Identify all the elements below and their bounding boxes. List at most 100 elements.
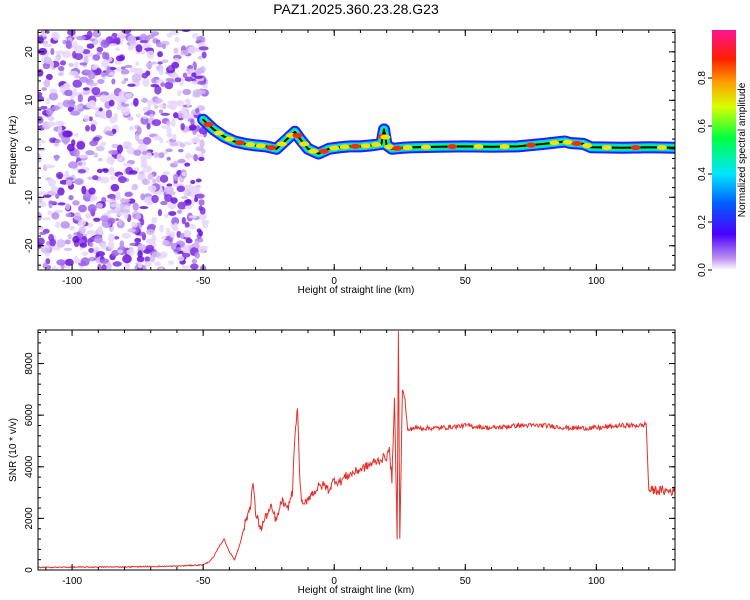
noise-blob [47,178,56,187]
noise-blob [127,45,134,51]
noise-blob [86,30,93,39]
noise-blob [99,94,108,103]
noise-blob [158,68,164,76]
noise-blob [128,170,138,175]
noise-blob [64,170,70,177]
noise-blob [78,226,86,234]
noise-blob [168,211,177,217]
noise-blob [78,204,87,213]
noise-blob [57,202,66,206]
noise-blob [150,83,160,88]
noise-blob [193,136,201,143]
noise-blob [180,195,189,200]
ridge-hotspot [402,145,413,151]
ridge-hotspot [292,132,303,138]
noise-blob [48,92,59,101]
ridge-hotspot [525,142,536,148]
noise-blob [147,223,156,230]
noise-blob [55,50,66,55]
noise-blob [184,76,193,82]
ridge-hotspot [339,144,350,150]
noise-blob [164,213,169,219]
noise-blob [147,172,154,180]
noise-blob [87,71,96,80]
noise-blob [100,215,109,222]
noise-blob [158,267,164,270]
noise-blob [100,243,107,250]
noise-blob [42,217,51,221]
ridge-hotspot [266,145,277,151]
ridge-hotspot [255,143,266,149]
ridge-hotspot [499,144,510,150]
noise-blob [69,98,75,108]
noise-blob [55,193,60,199]
noise-blob [166,126,172,136]
noise-blob [95,202,103,209]
noise-blob [113,236,120,240]
noise-blob [188,215,198,219]
ridge-hotspot [380,134,391,140]
x-tick-label: -50 [196,576,211,587]
noise-blob [43,79,51,88]
noise-blob [72,79,83,88]
spectral-ridge [197,113,675,160]
noise-blob [82,49,91,55]
noise-blob [124,92,133,99]
noise-blob [89,100,97,108]
noise-blob [56,259,66,266]
noise-blob [126,146,136,155]
noise-blob [136,255,145,263]
noise-blob [202,84,208,89]
noise-blob [106,65,111,75]
noise-region [38,30,210,270]
noise-blob [44,164,55,169]
noise-blob [78,162,83,166]
noise-blob [198,205,203,211]
noise-blob [116,105,124,111]
noise-blob [127,198,136,204]
noise-blob [180,107,187,115]
noise-blob [74,178,84,185]
noise-blob [115,191,121,201]
snr-series [38,331,675,569]
noise-blob [161,235,167,240]
noise-blob [79,242,88,248]
noise-blob [89,197,96,202]
noise-blob [67,233,72,240]
noise-blob [195,178,202,183]
noise-blob [50,48,55,55]
noise-blob [176,185,186,193]
noise-blob [151,194,159,204]
noise-blob [127,228,137,233]
noise-blob [158,152,165,159]
noise-blob [141,72,149,79]
noise-blob [111,143,119,149]
noise-blob [63,247,73,252]
ridge-hotspot [549,140,560,146]
noise-blob [195,107,200,114]
noise-blob [177,201,187,210]
ridge-hotspot [473,144,484,150]
noise-blob [102,168,109,173]
noise-blob [135,113,141,118]
noise-blob [172,173,179,182]
noise-blob [195,146,205,152]
colorbar-ticks: 0.0 0.2 0.4 0.6 0.8 [697,71,712,277]
noise-blob [166,183,173,187]
noise-blob [171,61,180,69]
noise-blob [93,217,101,222]
noise-blob [146,34,155,39]
noise-blob [161,59,169,64]
noise-blob [137,250,143,258]
noise-blob [164,194,173,203]
noise-blob [164,81,174,90]
noise-blob [93,152,99,158]
ridge-hotspot [601,145,612,151]
noise-blob [47,210,53,216]
noise-blob [157,61,163,65]
ridge-hotspot [299,141,310,147]
noise-blob [38,263,42,269]
noise-blob [42,62,51,70]
noise-blob [134,213,142,220]
